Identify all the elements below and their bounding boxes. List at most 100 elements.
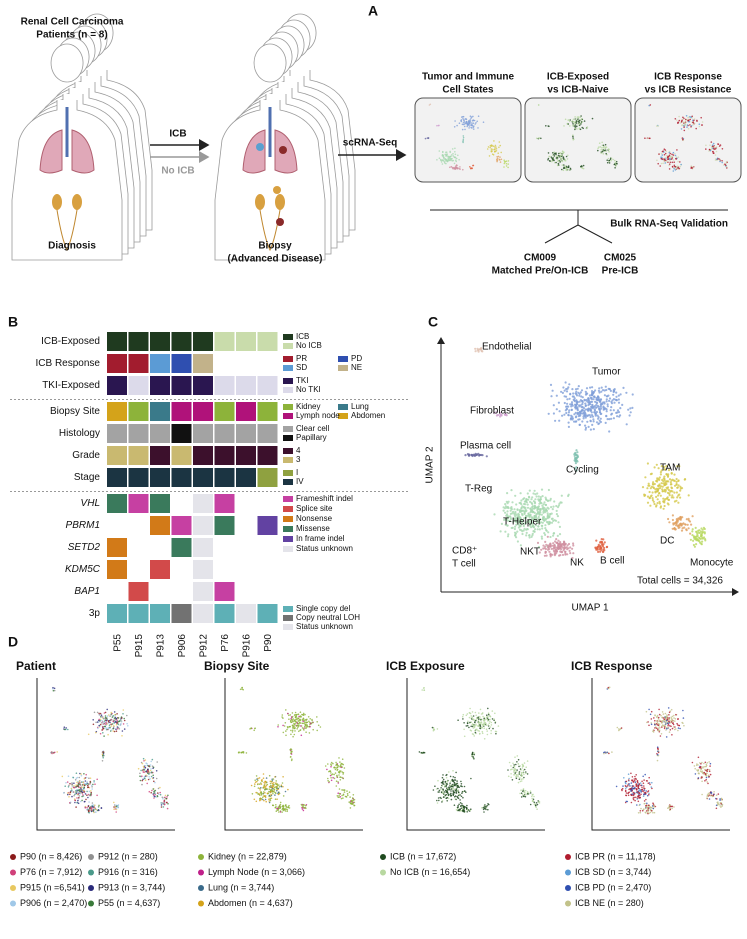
cell-point [708,150,710,152]
cell-point [674,166,677,168]
cell-point [549,499,552,502]
cell-point [531,800,534,802]
grid-cell [107,538,127,557]
cell-point [697,769,699,772]
cell-point [298,730,300,733]
cell-point [511,779,514,781]
cell-point [105,719,108,722]
cell-point [682,717,685,719]
cell-point [674,118,677,120]
cell-point [579,116,582,119]
cell-point [460,807,463,809]
cell-point [462,138,465,141]
cell-point [64,785,66,787]
cell-point [576,403,579,406]
cell-point [563,547,566,550]
cell-point [551,517,554,520]
cell-point [332,776,334,779]
cell-point [98,721,100,723]
cell-point [438,799,440,802]
cell-point [481,732,484,735]
cell-point [720,798,723,801]
cell-point [71,795,73,798]
cell-point [605,410,608,413]
cell-point [492,727,494,730]
cell-point [544,533,547,537]
cell-point [288,807,291,809]
cell-point [668,154,671,157]
cell-point [520,519,523,523]
cell-point [635,796,637,799]
cell-point [79,790,81,792]
cell-point [701,536,704,539]
cell-point [282,785,284,788]
cell-point [330,774,333,776]
cell-point [659,473,663,476]
cell-point [466,811,469,813]
cell-point [84,793,87,795]
cell-point [551,544,555,547]
panel-label: D [8,634,18,650]
cell-point [514,525,517,528]
cell-point [544,517,547,521]
cell-point [594,389,597,392]
cell-point [452,787,454,790]
cell-point [701,530,705,534]
cell-point [471,711,474,713]
cell-point [687,116,689,119]
cell-point [575,449,578,452]
cell-point [513,771,515,773]
cell-point [467,454,470,457]
cell-point [327,763,329,765]
cell-point [450,788,453,790]
cell-point [72,785,74,787]
grid-cell [236,424,256,443]
cell-point [442,789,445,791]
cell-point [80,788,82,790]
cell-point [678,115,680,118]
cell-point [105,724,107,726]
cell-point [599,400,602,404]
cell-point [457,789,460,791]
cell-point [507,506,510,509]
cell-point [104,715,107,717]
cell-point [643,785,645,787]
cell-point [533,489,536,492]
cell-point [674,726,676,728]
patient-label: P915 [134,634,145,658]
cell-point [533,795,535,798]
lesion [256,143,264,151]
cell-point [597,396,600,399]
cell-point [652,807,655,810]
cell-point [601,545,605,548]
cell-point [100,807,103,809]
cell-point [690,126,692,128]
cell-point [514,533,517,537]
cell-point [623,777,625,779]
cell-point [324,765,327,767]
cell-point [671,727,674,730]
cell-point [710,141,713,143]
cell-point [273,791,276,793]
cell-point [708,148,711,151]
cell-point [340,765,342,768]
cell-point [658,478,661,481]
cell-point [592,428,595,431]
cell-point [679,489,682,492]
cohort-desc: Pre-ICB [602,266,639,277]
cell-point [612,158,614,161]
cell-point [717,143,720,145]
cell-point [636,789,638,791]
row-label: Biopsy Site [50,406,100,417]
cell-point [342,777,345,780]
cell-point [525,528,528,531]
cell-point [448,157,450,160]
cell-point [465,791,467,793]
cell-point [549,535,552,539]
cell-point [599,540,602,543]
cell-point [613,401,616,404]
cell-point [478,712,480,714]
cell-point [547,499,550,502]
cell-point [490,144,493,146]
cell-point [466,722,469,725]
